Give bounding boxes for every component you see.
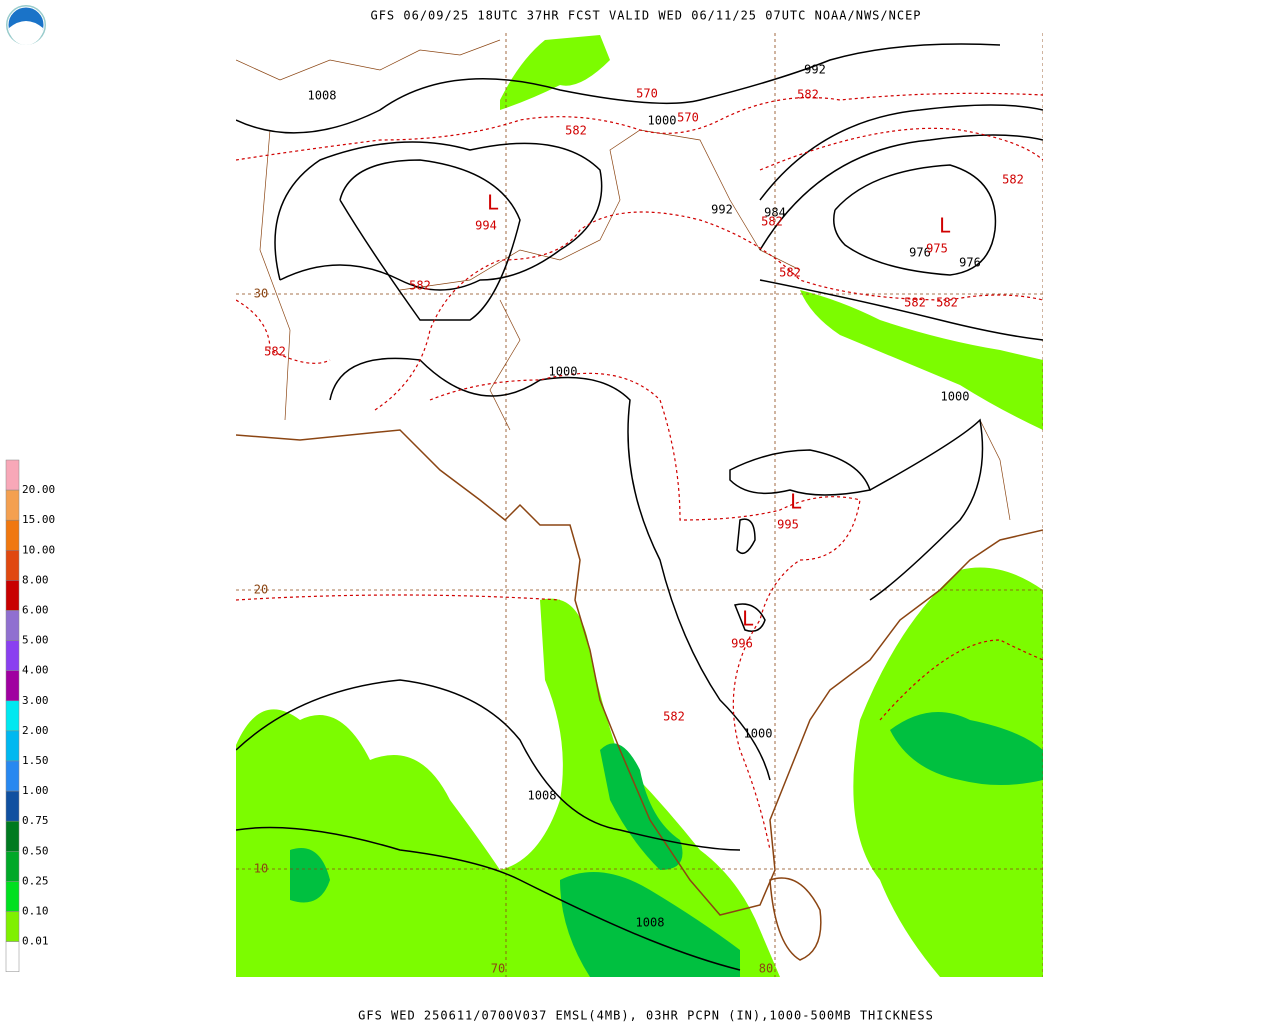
footer-caption: GFS WED 250611/0700V037 EMSL(4MB), 03HR … — [358, 1009, 934, 1023]
legend-swatch — [5, 489, 20, 521]
isobar-label: 976 — [959, 256, 981, 270]
isobar-label: 1008 — [636, 916, 665, 930]
legend-swatch — [5, 670, 20, 702]
isobar-label: 1000 — [744, 727, 773, 741]
legend-label: 8.00 — [22, 573, 49, 586]
legend-swatch — [5, 730, 20, 762]
isobar-label: 992 — [804, 63, 826, 77]
legend-label: 10.00 — [22, 543, 55, 556]
precip-legend: 20.00 15.00 10.00 8.00 6.00 5.00 4.00 3.00 2.00 1… — [5, 459, 55, 972]
thickness-label: 582 — [779, 266, 801, 280]
thickness-label: 582 — [663, 710, 685, 724]
legend-label: 1.50 — [22, 754, 49, 767]
legend-label: 2.00 — [22, 724, 49, 737]
legend-swatch — [5, 760, 20, 792]
borders — [236, 39, 1011, 521]
legend-label: 0.25 — [22, 874, 49, 887]
thickness-label: 582 — [936, 296, 958, 310]
legend-swatch — [5, 851, 20, 882]
latitude-label: 30 — [254, 287, 268, 301]
thickness-label: 582 — [1002, 173, 1024, 187]
latitude-label: 20 — [254, 583, 268, 597]
legend-swatch — [5, 459, 20, 491]
low-marker: L — [939, 214, 951, 238]
thickness-label: 996 — [731, 637, 753, 651]
isobar-label: 1008 — [528, 789, 557, 803]
legend-swatch — [5, 941, 20, 972]
legend-swatch — [5, 519, 20, 551]
thickness-contours — [236, 92, 1043, 851]
isobar-label: 992 — [711, 203, 733, 217]
isobar-label: 1000 — [648, 114, 677, 128]
latitude-label: 10 — [254, 862, 268, 876]
legend-swatch — [5, 700, 20, 732]
thickness-label: 995 — [777, 518, 799, 532]
legend-label: 4.00 — [22, 664, 49, 677]
low-marker: L — [742, 607, 754, 631]
thickness-label: 582 — [797, 88, 819, 102]
legend-swatch — [5, 881, 20, 912]
lat-lon-grid — [236, 33, 1043, 977]
isobar-label: 984 — [764, 206, 786, 220]
noaa-logo — [6, 5, 46, 45]
legend-swatch — [5, 610, 20, 641]
legend-swatch — [5, 820, 20, 852]
map-area: 1008 992 1000 992 984 976 976 1000 1000 1000 1008 1… — [236, 33, 1043, 977]
thickness-label: 570 — [677, 111, 699, 125]
legend-label: 5.00 — [22, 634, 49, 647]
isobar-label: 1000 — [941, 390, 970, 404]
title: GFS 06/09/25 18UTC 37HR FCST VALID WED 0… — [370, 9, 921, 23]
legend-label: 0.01 — [22, 935, 49, 948]
thickness-label: 570 — [636, 87, 658, 101]
thickness-label: 582 — [409, 279, 431, 293]
isobar-label: 976 — [909, 246, 931, 260]
low-marker: L — [790, 490, 802, 514]
thickness-label: 582 — [264, 345, 286, 359]
legend-label: 20.00 — [22, 483, 55, 496]
legend-label: 1.00 — [22, 784, 49, 797]
legend-label: 0.10 — [22, 905, 49, 918]
legend-label: 0.75 — [22, 814, 49, 827]
low-marker: L — [487, 191, 499, 215]
coastline — [236, 429, 1043, 961]
legend-swatch — [5, 550, 20, 581]
legend-swatch — [5, 640, 20, 671]
longitude-label: 80 — [759, 962, 773, 976]
legend-swatch — [5, 911, 20, 942]
thickness-label: 975 — [926, 242, 948, 256]
legend-label: 15.00 — [22, 513, 55, 526]
legend-label: 0.50 — [22, 844, 49, 857]
isobar-label: 1008 — [308, 89, 337, 103]
legend-swatch — [5, 790, 20, 822]
longitude-label: 70 — [491, 962, 505, 976]
legend-swatch — [5, 580, 20, 611]
thickness-label: 582 — [761, 215, 783, 229]
thickness-label: 994 — [475, 219, 497, 233]
thickness-label: 582 — [904, 296, 926, 310]
thickness-label: 582 — [565, 124, 587, 138]
legend-label: 6.00 — [22, 604, 49, 617]
isobar-label: 1000 — [549, 365, 578, 379]
legend-label: 3.00 — [22, 694, 49, 707]
